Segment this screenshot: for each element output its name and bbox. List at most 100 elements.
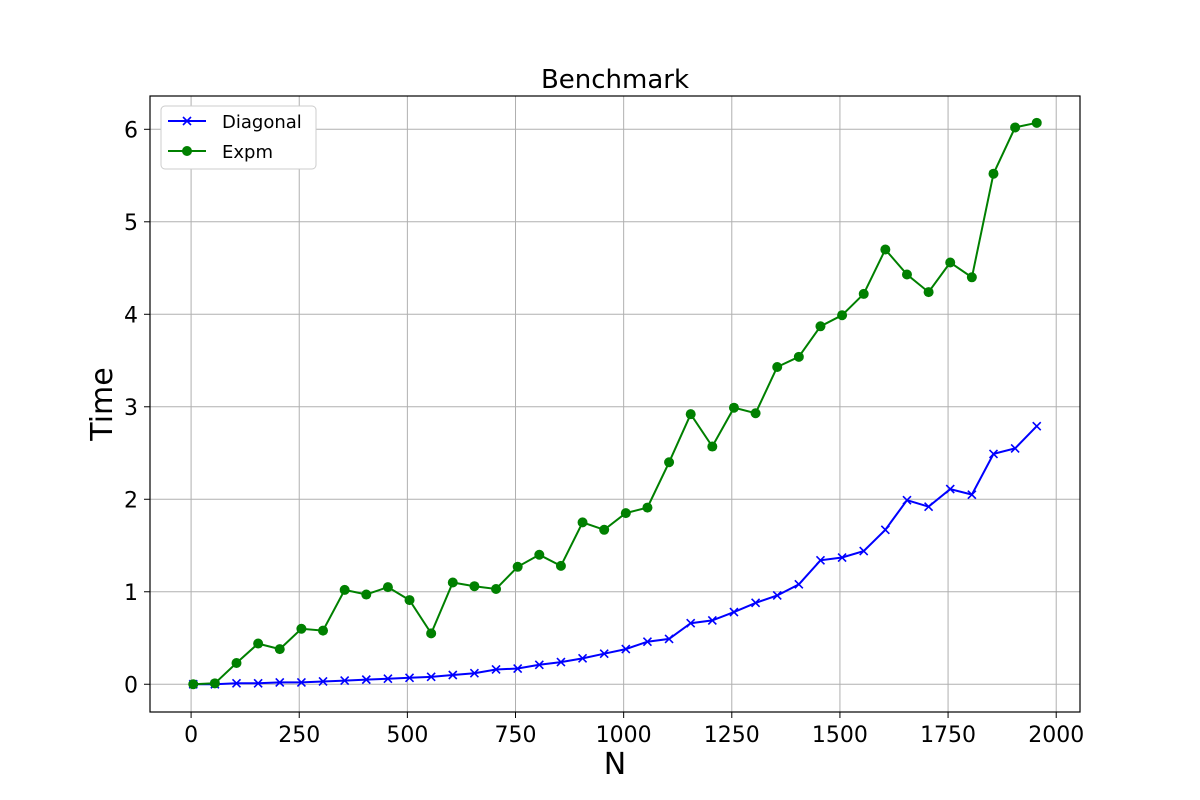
x-tick-label: 1500 <box>812 723 868 748</box>
series-line-expm <box>193 121 1037 686</box>
point-expm <box>923 287 934 298</box>
point-expm <box>815 321 826 332</box>
point-diagonal <box>469 668 479 678</box>
point-diagonal <box>664 634 674 644</box>
x-tick-label: 1000 <box>596 723 652 748</box>
point-expm <box>253 638 264 649</box>
point-expm <box>837 310 848 321</box>
point-expm <box>382 582 393 593</box>
point-expm <box>945 257 956 268</box>
point-diagonal <box>296 677 306 687</box>
series-line-diagonal <box>193 425 1038 686</box>
point-diagonal <box>686 618 696 628</box>
point-diagonal <box>729 607 739 617</box>
ticks: 0 250 500 750 1000 1250 1500 1750 2000 0 1 2 3 4 5 6 <box>124 118 1084 748</box>
point-expm <box>188 679 199 690</box>
point-expm <box>707 441 718 452</box>
point-expm <box>491 583 502 594</box>
point-expm <box>858 288 869 299</box>
point-expm <box>793 351 804 362</box>
point-diagonal <box>837 552 847 563</box>
point-expm <box>469 581 480 592</box>
x-axis-label: N <box>604 747 626 782</box>
point-diagonal <box>318 676 328 687</box>
point-diagonal <box>902 495 912 505</box>
point-diagonal <box>945 484 955 494</box>
x-tick-label: 250 <box>278 723 320 748</box>
point-diagonal <box>556 657 566 667</box>
point-expm <box>426 628 437 639</box>
point-expm <box>620 508 631 519</box>
legend: Diagonal Expm <box>160 105 317 170</box>
point-expm <box>447 577 458 588</box>
point-diagonal <box>1032 421 1042 431</box>
point-expm <box>296 623 307 634</box>
legend-label-diagonal: Diagonal <box>222 112 302 133</box>
point-expm <box>209 678 220 689</box>
point-diagonal <box>815 555 826 565</box>
point-expm <box>664 457 675 468</box>
point-diagonal <box>383 674 393 684</box>
point-expm <box>772 362 783 373</box>
point-diagonal <box>772 590 782 601</box>
point-diagonal <box>988 449 999 459</box>
point-expm <box>728 402 739 413</box>
point-expm <box>231 657 242 668</box>
point-diagonal <box>275 677 285 687</box>
point-expm <box>1010 122 1021 133</box>
point-diagonal <box>577 653 588 663</box>
point-expm <box>404 595 415 606</box>
point-diagonal <box>513 663 523 674</box>
x-tick-label: 0 <box>184 723 198 748</box>
point-expm <box>534 549 545 560</box>
point-expm <box>512 561 523 572</box>
point-diagonal <box>707 615 717 625</box>
point-expm <box>274 644 285 655</box>
y-tick-label: 6 <box>124 118 138 143</box>
point-expm <box>988 168 999 179</box>
point-diagonal <box>967 490 977 500</box>
point-diagonal <box>231 678 242 688</box>
point-diagonal <box>859 546 869 556</box>
point-expm <box>901 269 912 280</box>
legend-marker-expm <box>182 146 192 156</box>
point-expm <box>1031 117 1042 128</box>
point-diagonal <box>534 660 544 670</box>
point-expm <box>750 408 761 419</box>
point-expm <box>880 244 891 255</box>
point-expm <box>361 589 372 600</box>
x-tick-label: 750 <box>495 723 537 748</box>
series-layer <box>188 117 1042 690</box>
chart-title: Benchmark <box>541 65 689 95</box>
point-expm <box>685 409 696 420</box>
point-diagonal <box>361 675 371 685</box>
plot-frame <box>149 95 1081 713</box>
point-diagonal <box>340 675 350 686</box>
y-tick-label: 4 <box>124 303 138 328</box>
x-tick-label: 2000 <box>1028 723 1084 748</box>
grid <box>150 96 1080 712</box>
point-diagonal <box>491 664 501 675</box>
y-tick-label: 2 <box>124 488 138 513</box>
x-tick-label: 1250 <box>704 723 760 748</box>
point-expm <box>318 625 329 636</box>
y-tick-label: 0 <box>124 673 138 698</box>
legend-marker-diagonal <box>182 116 192 126</box>
x-tick-label: 1750 <box>920 723 976 748</box>
point-diagonal <box>404 673 415 683</box>
point-diagonal <box>924 502 934 512</box>
legend-label-expm: Expm <box>222 142 273 163</box>
point-expm <box>642 502 653 513</box>
point-diagonal <box>1010 443 1020 453</box>
y-tick-label: 5 <box>124 211 138 236</box>
x-tick-label: 500 <box>386 723 428 748</box>
point-diagonal <box>642 637 653 647</box>
point-diagonal <box>448 670 458 680</box>
y-tick-label: 1 <box>124 581 138 606</box>
point-diagonal <box>751 598 761 608</box>
y-axis-label: Time <box>85 367 120 441</box>
point-expm <box>339 584 350 595</box>
point-expm <box>966 272 977 283</box>
point-diagonal <box>880 525 890 535</box>
